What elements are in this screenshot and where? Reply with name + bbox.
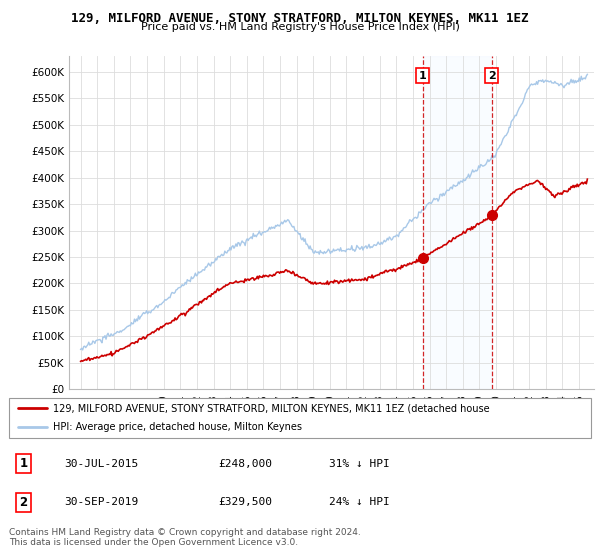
Text: Price paid vs. HM Land Registry's House Price Index (HPI): Price paid vs. HM Land Registry's House …: [140, 22, 460, 32]
Text: 1: 1: [419, 71, 427, 81]
Text: 2: 2: [488, 71, 496, 81]
FancyBboxPatch shape: [9, 398, 591, 438]
Bar: [422, 56, 492, 389]
Text: Contains HM Land Registry data © Crown copyright and database right 2024.
This d: Contains HM Land Registry data © Crown c…: [9, 528, 361, 547]
Text: 30-SEP-2019: 30-SEP-2019: [64, 497, 139, 507]
Text: 129, MILFORD AVENUE, STONY STRATFORD, MILTON KEYNES, MK11 1EZ: 129, MILFORD AVENUE, STONY STRATFORD, MI…: [71, 12, 529, 25]
Text: £248,000: £248,000: [218, 459, 272, 469]
Text: 2: 2: [19, 496, 28, 509]
Text: 30-JUL-2015: 30-JUL-2015: [64, 459, 139, 469]
Text: 1: 1: [19, 457, 28, 470]
Text: £329,500: £329,500: [218, 497, 272, 507]
Text: 24% ↓ HPI: 24% ↓ HPI: [329, 497, 390, 507]
Text: 31% ↓ HPI: 31% ↓ HPI: [329, 459, 390, 469]
Text: 129, MILFORD AVENUE, STONY STRATFORD, MILTON KEYNES, MK11 1EZ (detached house: 129, MILFORD AVENUE, STONY STRATFORD, MI…: [53, 404, 489, 413]
Text: HPI: Average price, detached house, Milton Keynes: HPI: Average price, detached house, Milt…: [53, 422, 302, 432]
